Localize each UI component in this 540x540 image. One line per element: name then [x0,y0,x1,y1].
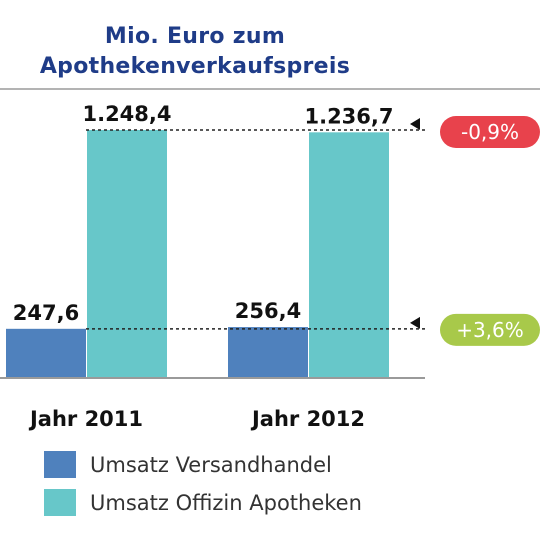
category-label-1: Jahr 2011 [28,407,143,431]
bar-versandhandel-2 [228,327,308,378]
legend-swatch-offizin [44,489,76,516]
arrow-marker-offizin [410,118,420,130]
chart-title-line-2: Apothekenverkaufspreis [39,54,351,79]
legend-item-versandhandel: Umsatz Versandhandel [44,451,332,478]
bar-offizin-2 [309,132,389,378]
category-label-2: Jahr 2012 [250,407,365,431]
legend-swatch-versandhandel [44,451,76,478]
arrow-marker-versandhandel [410,316,420,329]
bar-versandhandel-1 [6,328,86,378]
chart-title-line-1: Mio. Euro zum [104,24,286,49]
legend-item-offizin: Umsatz Offizin Apotheken [44,489,362,516]
legend-label-versandhandel: Umsatz Versandhandel [90,452,332,477]
legend-label-offizin: Umsatz Offizin Apotheken [90,490,362,515]
annotation-pill-2 [440,313,540,346]
data-label-versandhandel-1: 247,6 [13,301,79,325]
annotation-pill-1 [440,116,540,148]
data-label-offizin-1: 1.248,4 [82,102,171,126]
annotation-label-1: -0,9% [461,120,519,144]
bar-offizin-1 [87,130,167,378]
data-label-versandhandel-2: 256,4 [235,299,301,323]
data-label-offizin-2: 1.236,7 [304,104,393,128]
title-divider [0,88,540,90]
annotation-label-2: +3,6% [456,318,524,342]
